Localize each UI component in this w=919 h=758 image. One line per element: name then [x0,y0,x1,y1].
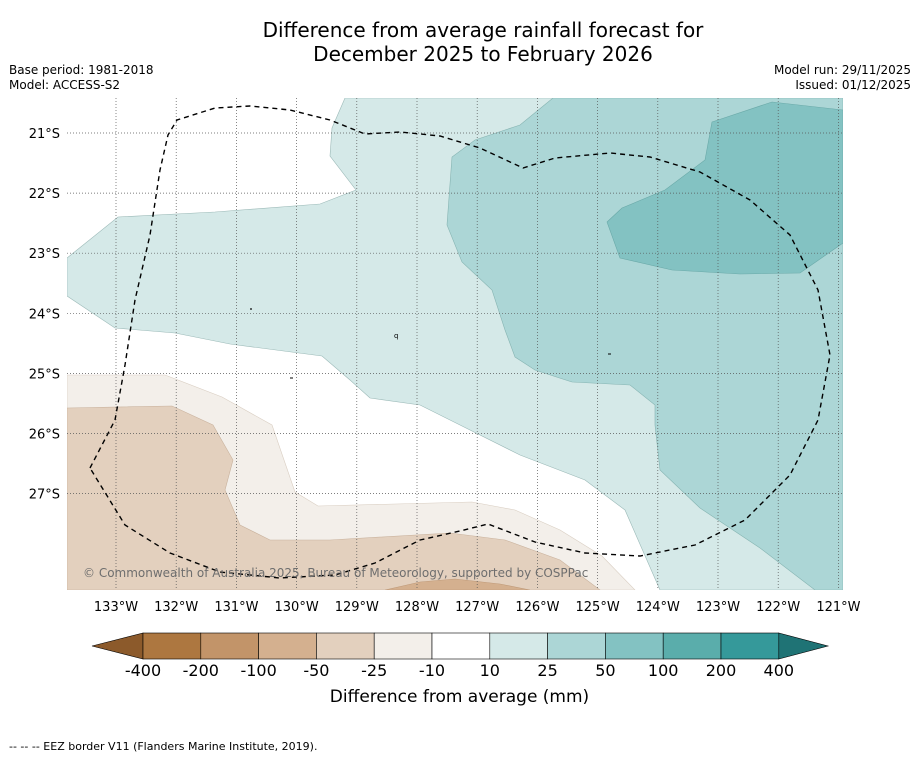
lon-label: 131°W [214,600,258,615]
colorbar-swatch [200,632,259,660]
colorbar-extend-low [91,632,144,660]
island-marker [250,308,252,310]
colorbar-swatch [373,632,433,660]
lon-label: 125°W [576,600,620,615]
colorbar-extend-high [778,632,830,660]
lon-label: 129°W [335,600,379,615]
colorbar-swatch [142,632,202,660]
lon-label: 123°W [696,600,740,615]
colorbar: -400 -200 -100 -50 -25 -10 10 25 50 100 200 400 [91,632,830,680]
colorbar-tick-label: 400 [764,661,795,680]
colorbar-tick-label: -200 [183,661,219,680]
colorbar-swatch [547,632,606,660]
lon-label: 128°W [395,600,439,615]
region-minus-25-50 [67,405,601,590]
run-info: Model run: 29/11/2025 Issued: 01/12/2025 [774,63,911,93]
rainfall-map: q 21°S 22°S 23°S 24°S 25°S 26°S 27°S 133°W 132°… [29,98,861,615]
lat-label: 24°S [29,307,60,322]
colorbar-tick-label: -400 [125,661,161,680]
title-line-1: Difference from average rainfall forecas… [262,18,704,42]
colorbar-swatch [605,632,664,660]
colorbar-title: Difference from average (mm) [329,687,590,707]
lon-label: 126°W [515,600,559,615]
latitude-labels: 21°S 22°S 23°S 24°S 25°S 26°S 27°S [29,127,60,503]
lon-label: 121°W [816,600,860,615]
colorbar-tick-label: 200 [706,661,737,680]
colorbar-tick-labels: -400 -200 -100 -50 -25 -10 10 25 50 100 200 400 [125,661,794,680]
page-title: Difference from average rainfall forecas… [0,18,919,66]
map-fields [67,98,843,590]
title-line-2: December 2025 to February 2026 [313,42,653,66]
lat-label: 21°S [29,127,60,142]
copyright-text: © Commonwealth of Australia 2025, Bureau… [83,566,588,580]
colorbar-swatch [489,632,548,660]
colorbar-tick-label: -10 [419,661,445,680]
colorbar-swatches [91,632,830,660]
colorbar-swatch [662,632,722,660]
lat-label: 23°S [29,247,60,262]
lon-label: 133°W [94,600,138,615]
colorbar-tick-label: 100 [648,661,679,680]
region-50-100 [606,101,843,275]
gridlines [67,98,843,590]
model-run-label: Model run: 29/11/2025 [773,63,911,77]
lat-label: 26°S [29,428,60,443]
base-period-label: Base period: 1981-2018 [9,63,154,77]
colorbar-swatch [431,632,491,660]
base-info: Base period: 1981-2018 Model: ACCESS-S2 [9,63,154,93]
lat-label: 27°S [29,488,60,503]
eez-border [89,105,831,579]
island-label: q [394,332,398,340]
lon-label: 122°W [756,600,800,615]
issued-label: Issued: 01/12/2025 [795,78,911,92]
colorbar-swatch [258,632,317,660]
colorbar-tick-label: 25 [537,661,557,680]
islands: q [250,308,611,379]
colorbar-swatch [720,632,780,660]
eez-border-note: -- -- -- EEZ border V11 (Flanders Marine… [9,740,318,753]
model-label: Model: ACCESS-S2 [9,78,121,92]
longitude-labels: 133°W 132°W 131°W 130°W 129°W 128°W 127°W 126°W… [94,600,861,615]
colorbar-tick-label: 10 [480,661,500,680]
colorbar-tick-label: -50 [303,661,329,680]
colorbar-tick-label: -100 [240,661,276,680]
colorbar-tick-label: -25 [361,661,387,680]
colorbar-swatch [316,632,375,660]
lon-label: 132°W [154,600,198,615]
lon-label: 127°W [455,600,499,615]
lon-label: 124°W [636,600,680,615]
lat-label: 25°S [29,367,60,382]
lon-label: 130°W [275,600,319,615]
colorbar-tick-label: 50 [595,661,615,680]
lat-label: 22°S [29,187,60,202]
